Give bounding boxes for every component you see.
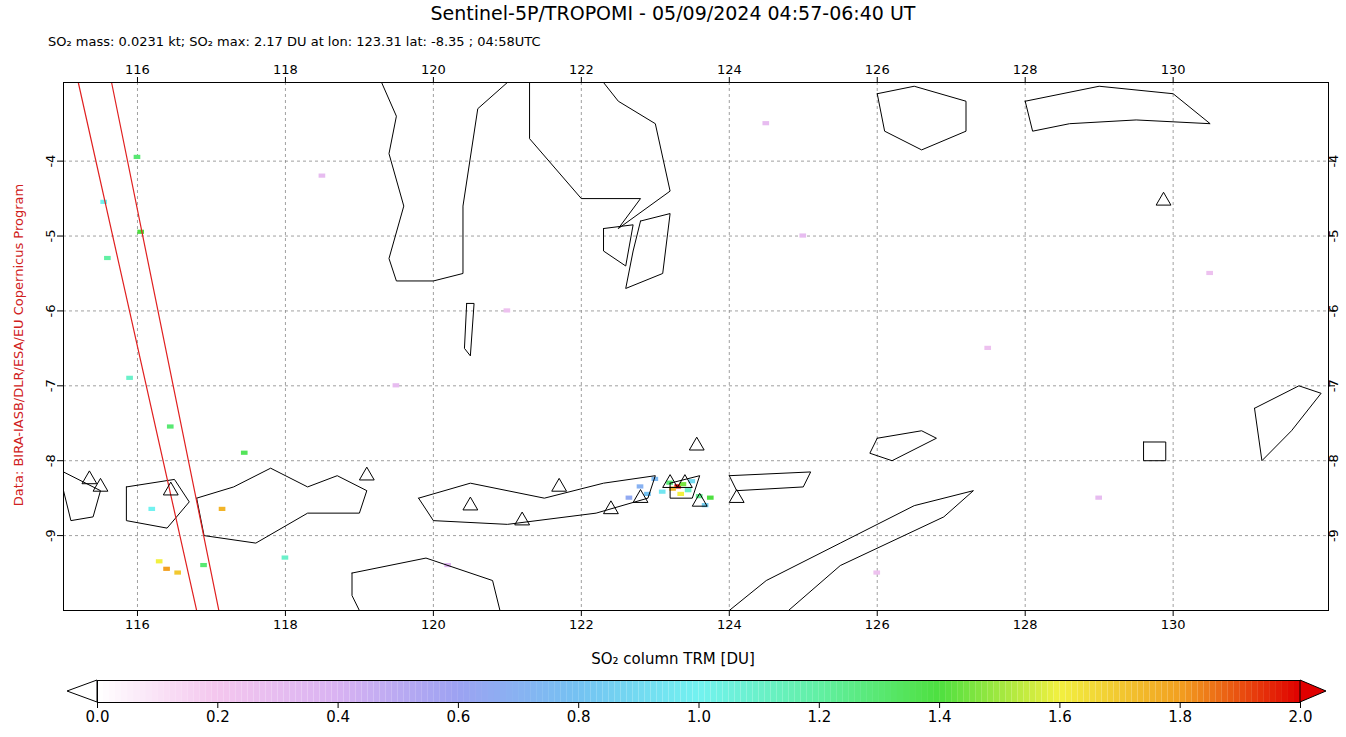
svg-text:118: 118 <box>273 617 298 632</box>
svg-text:120: 120 <box>421 62 446 77</box>
svg-text:124: 124 <box>717 617 742 632</box>
svg-text:122: 122 <box>569 617 594 632</box>
svg-text:128: 128 <box>1013 62 1038 77</box>
svg-text:118: 118 <box>273 62 298 77</box>
html-text:SO₂ column TRM [DU]: SO₂ column TRM [DU] <box>591 650 755 668</box>
svg-text:-6: -6 <box>1326 304 1341 317</box>
svg-text:-9: -9 <box>43 529 58 542</box>
svg-text:1.2: 1.2 <box>807 708 831 726</box>
svg-text:-8: -8 <box>1326 454 1341 467</box>
svg-text:-5: -5 <box>43 230 58 243</box>
svg-text:1.0: 1.0 <box>687 708 711 726</box>
svg-text:126: 126 <box>865 62 890 77</box>
svg-text:130: 130 <box>1161 617 1186 632</box>
html-text:Data: BIRA-IASB/DLR/ESA/EU Cop: Data: BIRA-IASB/DLR/ESA/EU Copernicus Pr… <box>10 183 26 507</box>
svg-text:1.4: 1.4 <box>928 708 952 726</box>
svg-text:-6: -6 <box>43 304 58 317</box>
svg-text:116: 116 <box>125 62 150 77</box>
svg-text:-5: -5 <box>1326 230 1341 243</box>
svg-text:-9: -9 <box>1326 529 1341 542</box>
svg-text:0.6: 0.6 <box>446 708 470 726</box>
svg-text:116: 116 <box>125 617 150 632</box>
html-text:Sentinel-5P/TROPOMI - 05/09/20: Sentinel-5P/TROPOMI - 05/09/2024 04:57-0… <box>430 2 916 24</box>
svg-text:-8: -8 <box>43 454 58 467</box>
svg-text:2.0: 2.0 <box>1289 708 1313 726</box>
svg-text:122: 122 <box>569 62 594 77</box>
svg-text:-7: -7 <box>43 379 58 392</box>
svg-text:120: 120 <box>421 617 446 632</box>
svg-text:0.0: 0.0 <box>86 708 110 726</box>
svg-text:130: 130 <box>1161 62 1186 77</box>
svg-text:-7: -7 <box>1326 379 1341 392</box>
svg-text:-4: -4 <box>43 155 58 168</box>
svg-text:1.8: 1.8 <box>1168 708 1192 726</box>
svg-text:0.8: 0.8 <box>567 708 591 726</box>
svg-text:124: 124 <box>717 62 742 77</box>
svg-text:126: 126 <box>865 617 890 632</box>
svg-text:-4: -4 <box>1326 155 1341 168</box>
svg-text:128: 128 <box>1013 617 1038 632</box>
html-text:SO₂ mass: 0.0231 kt; SO₂ max:: SO₂ mass: 0.0231 kt; SO₂ max: 2.17 DU at… <box>48 34 541 49</box>
svg-text:0.4: 0.4 <box>326 708 350 726</box>
svg-text:0.2: 0.2 <box>206 708 230 726</box>
svg-text:1.6: 1.6 <box>1048 708 1072 726</box>
